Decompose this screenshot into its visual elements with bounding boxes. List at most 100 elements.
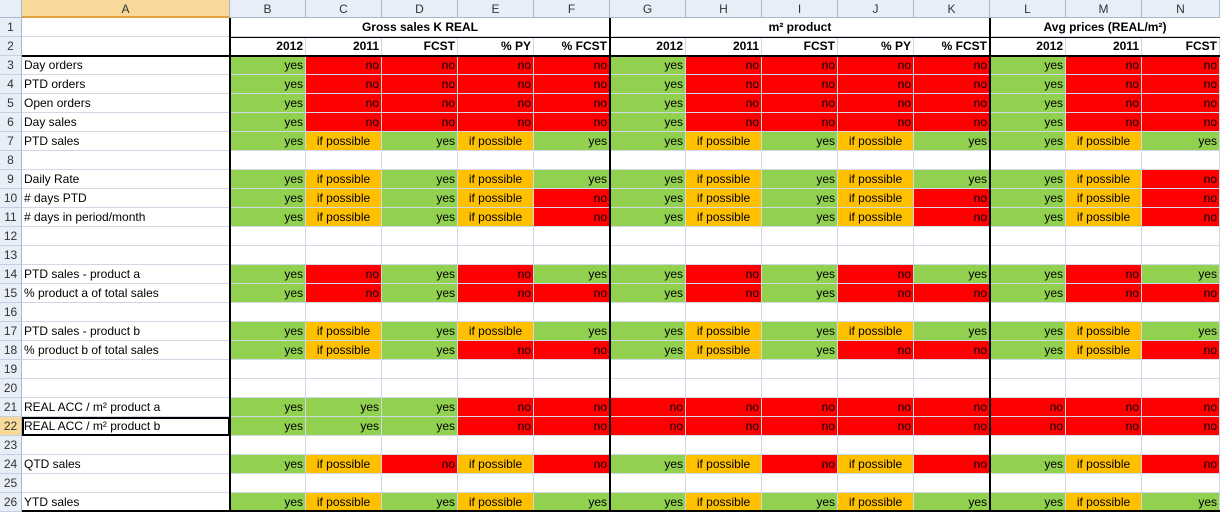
row-label[interactable] <box>22 151 230 170</box>
status-cell[interactable]: yes <box>990 284 1066 303</box>
status-cell[interactable]: yes <box>610 208 686 227</box>
status-cell[interactable]: yes <box>230 94 306 113</box>
row-header-17[interactable]: 17 <box>0 322 22 341</box>
empty-cell[interactable] <box>382 436 458 455</box>
status-cell[interactable]: yes <box>610 56 686 75</box>
empty-cell[interactable] <box>1142 227 1220 246</box>
status-cell[interactable]: yes <box>990 341 1066 360</box>
status-cell[interactable]: yes <box>382 265 458 284</box>
empty-cell[interactable] <box>1142 474 1220 493</box>
status-cell[interactable]: no <box>762 417 838 436</box>
status-cell[interactable]: no <box>914 455 990 474</box>
status-cell[interactable]: yes <box>610 94 686 113</box>
status-cell[interactable]: no <box>838 56 914 75</box>
status-cell[interactable]: if possible <box>458 455 534 474</box>
status-cell[interactable]: if possible <box>838 208 914 227</box>
row-header-8[interactable]: 8 <box>0 151 22 170</box>
empty-cell[interactable] <box>762 151 838 170</box>
empty-cell[interactable] <box>762 246 838 265</box>
empty-cell[interactable] <box>1066 379 1142 398</box>
status-cell[interactable]: no <box>1066 94 1142 113</box>
status-cell[interactable]: if possible <box>1066 493 1142 512</box>
empty-cell[interactable] <box>458 246 534 265</box>
empty-cell[interactable] <box>914 303 990 322</box>
status-cell[interactable]: no <box>306 284 382 303</box>
status-cell[interactable]: no <box>534 56 610 75</box>
column-header-l[interactable]: L <box>990 0 1066 18</box>
status-cell[interactable]: yes <box>990 94 1066 113</box>
row-label[interactable] <box>22 436 230 455</box>
empty-cell[interactable] <box>1142 436 1220 455</box>
status-cell[interactable]: yes <box>762 341 838 360</box>
empty-cell[interactable] <box>686 360 762 379</box>
status-cell[interactable]: no <box>1142 170 1220 189</box>
status-cell[interactable]: no <box>686 56 762 75</box>
empty-cell[interactable] <box>534 474 610 493</box>
status-cell[interactable]: if possible <box>686 132 762 151</box>
status-cell[interactable]: no <box>762 398 838 417</box>
empty-cell[interactable] <box>1066 436 1142 455</box>
column-header-h[interactable]: H <box>686 0 762 18</box>
status-cell[interactable]: no <box>914 398 990 417</box>
empty-cell[interactable] <box>458 474 534 493</box>
empty-cell[interactable] <box>306 436 382 455</box>
status-cell[interactable]: no <box>686 75 762 94</box>
status-cell[interactable]: no <box>306 56 382 75</box>
status-cell[interactable]: no <box>1066 284 1142 303</box>
empty-cell[interactable] <box>762 227 838 246</box>
status-cell[interactable]: no <box>458 56 534 75</box>
status-cell[interactable]: no <box>1066 56 1142 75</box>
status-cell[interactable]: no <box>914 208 990 227</box>
status-cell[interactable]: if possible <box>1066 208 1142 227</box>
row-header-15[interactable]: 15 <box>0 284 22 303</box>
empty-cell[interactable] <box>686 151 762 170</box>
empty-cell[interactable] <box>458 360 534 379</box>
empty-cell[interactable] <box>990 436 1066 455</box>
empty-cell[interactable] <box>534 360 610 379</box>
empty-cell[interactable] <box>1066 246 1142 265</box>
status-cell[interactable]: yes <box>382 132 458 151</box>
empty-cell[interactable] <box>914 227 990 246</box>
empty-cell[interactable] <box>382 474 458 493</box>
status-cell[interactable]: yes <box>610 322 686 341</box>
status-cell[interactable]: if possible <box>1066 132 1142 151</box>
status-cell[interactable]: yes <box>610 265 686 284</box>
status-cell[interactable]: no <box>610 398 686 417</box>
row-header-25[interactable]: 25 <box>0 474 22 493</box>
status-cell[interactable]: yes <box>1142 322 1220 341</box>
empty-cell[interactable] <box>1066 360 1142 379</box>
status-cell[interactable]: no <box>838 398 914 417</box>
status-cell[interactable]: if possible <box>1066 455 1142 474</box>
column-header-a[interactable]: A <box>22 0 230 18</box>
empty-cell[interactable] <box>686 474 762 493</box>
status-cell[interactable]: no <box>762 75 838 94</box>
row-label[interactable]: PTD sales <box>22 132 230 151</box>
empty-cell[interactable] <box>534 303 610 322</box>
row-header-23[interactable]: 23 <box>0 436 22 455</box>
empty-cell[interactable] <box>610 436 686 455</box>
row-label[interactable]: Open orders <box>22 94 230 113</box>
status-cell[interactable]: no <box>686 284 762 303</box>
status-cell[interactable]: yes <box>306 417 382 436</box>
row-label[interactable]: REAL ACC / m² product b <box>22 417 230 436</box>
status-cell[interactable]: yes <box>230 417 306 436</box>
empty-cell[interactable] <box>610 303 686 322</box>
row-label[interactable] <box>22 360 230 379</box>
status-cell[interactable]: no <box>458 265 534 284</box>
status-cell[interactable]: no <box>1142 94 1220 113</box>
status-cell[interactable]: yes <box>230 208 306 227</box>
empty-cell[interactable] <box>230 303 306 322</box>
status-cell[interactable]: no <box>382 94 458 113</box>
status-cell[interactable]: no <box>458 284 534 303</box>
column-header-f[interactable]: F <box>534 0 610 18</box>
empty-cell[interactable] <box>914 436 990 455</box>
empty-cell[interactable] <box>1066 303 1142 322</box>
status-cell[interactable]: no <box>1066 75 1142 94</box>
empty-cell[interactable] <box>230 436 306 455</box>
empty-cell[interactable] <box>382 379 458 398</box>
empty-cell[interactable] <box>306 360 382 379</box>
status-cell[interactable]: no <box>838 265 914 284</box>
status-cell[interactable]: no <box>1142 56 1220 75</box>
status-cell[interactable]: yes <box>382 170 458 189</box>
status-cell[interactable]: yes <box>230 189 306 208</box>
